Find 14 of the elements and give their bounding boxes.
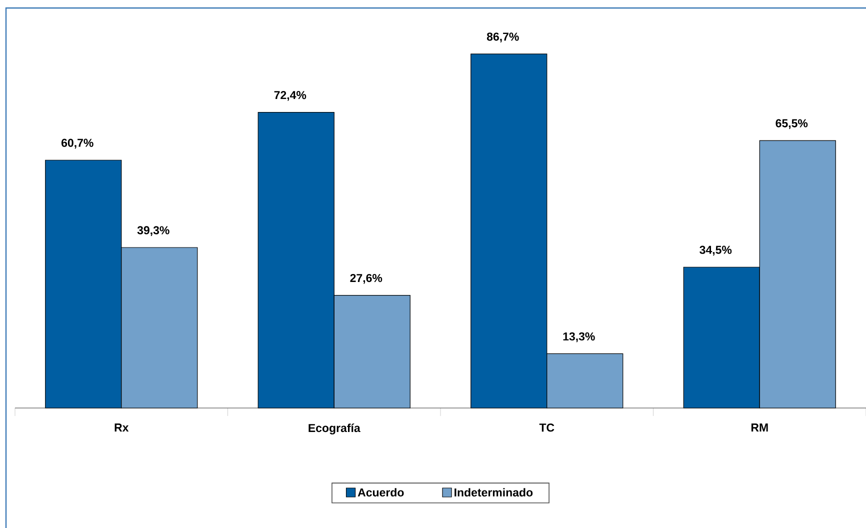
data-label: 39,3% bbox=[137, 226, 170, 236]
x-tick-label: TC bbox=[539, 424, 554, 432]
data-label: 34,5% bbox=[700, 246, 732, 256]
data-label: 13,3% bbox=[563, 332, 595, 342]
data-label: 65,5% bbox=[776, 119, 808, 129]
data-label: 72,4% bbox=[274, 90, 306, 101]
x-tick-label: Ecografía bbox=[308, 424, 360, 434]
legend-label: Acuerdo bbox=[358, 488, 404, 497]
legend-label: Indeterminado bbox=[454, 488, 533, 497]
data-label: 60,7% bbox=[62, 138, 94, 149]
x-tick-label: RM bbox=[751, 424, 768, 432]
data-label: 86,7% bbox=[486, 32, 519, 42]
x-tick-label: Rx bbox=[114, 424, 129, 432]
data-label: 27,6% bbox=[350, 274, 382, 284]
